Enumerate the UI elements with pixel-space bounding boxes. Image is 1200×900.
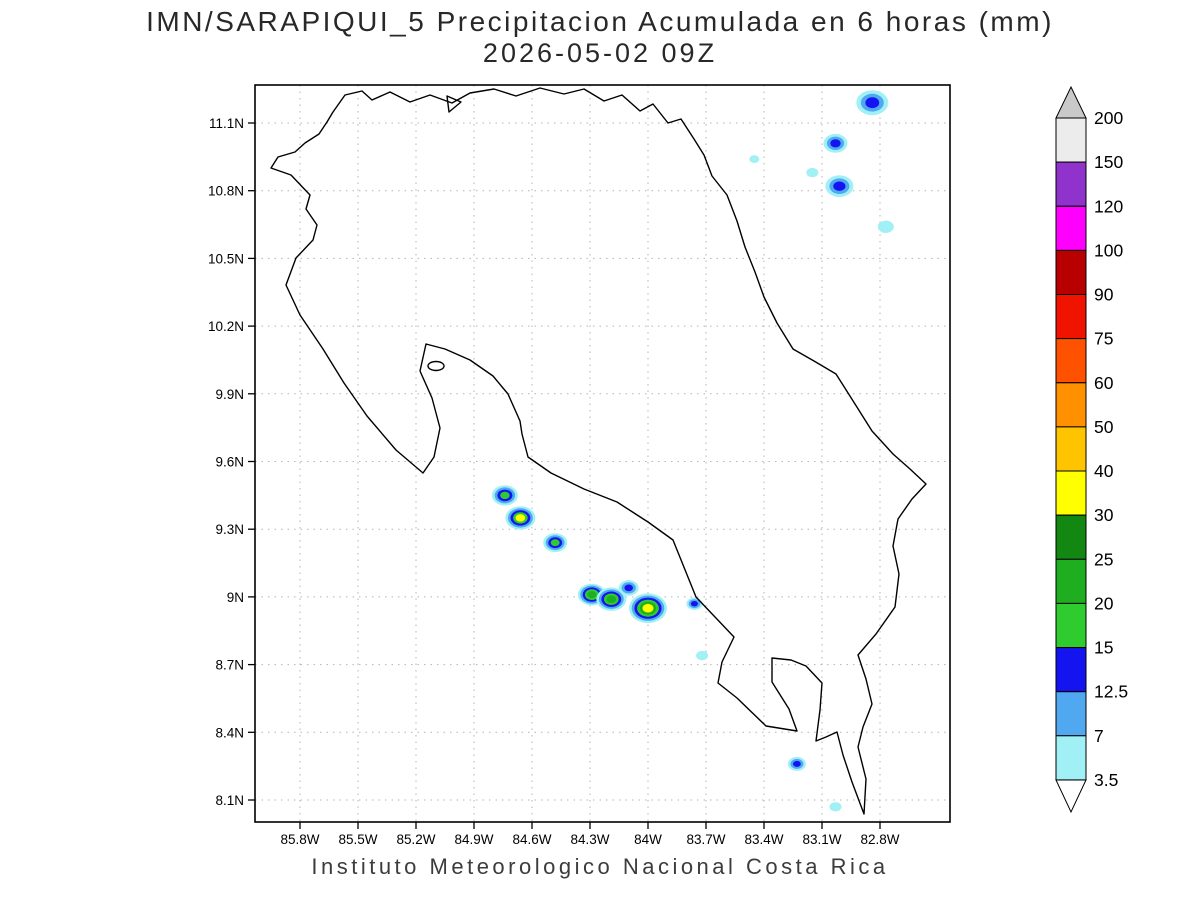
lat-tick-label: 8.4N [215, 725, 244, 740]
precip-cell-ring [500, 491, 510, 500]
colorbar-label: 20 [1094, 593, 1114, 613]
lat-tick-label: 9.9N [215, 387, 244, 402]
precip-cell-ring [550, 539, 560, 547]
colorbar-segment [1055, 691, 1087, 737]
colorbar-label: 150 [1094, 152, 1123, 172]
lat-tick-label: 8.1N [215, 793, 244, 808]
colorbar-segment [1055, 294, 1087, 340]
colorbar-label: 60 [1094, 373, 1114, 393]
precip-cell-ring [877, 220, 894, 233]
title-line-1: IMN/SARAPIQUI_5 Precipitacion Acumulada … [146, 6, 1054, 37]
colorbar-label: 3.5 [1094, 770, 1118, 790]
colorbar-label: 75 [1094, 329, 1113, 349]
colorbar-segment [1055, 117, 1087, 163]
precip-cell-ring [587, 591, 597, 599]
colorbar-segment [1055, 426, 1087, 472]
colorbar-label: 50 [1094, 417, 1114, 437]
colorbar-segment [1055, 558, 1087, 604]
page-title: IMN/SARAPIQUI_5 Precipitacion Acumulada … [0, 6, 1200, 69]
lat-tick-label: 10.2N [208, 319, 244, 334]
precip-cell-ring [696, 650, 709, 661]
precip-cell-ring [642, 603, 654, 613]
lat-tick-label: 11.1N [209, 116, 244, 131]
colorbar-label: 30 [1094, 505, 1114, 525]
source-caption: Instituto Meteorologico Nacional Costa R… [311, 854, 889, 879]
precip-cell-ring [606, 595, 617, 603]
colorbar-segment [1055, 602, 1087, 649]
precip-cell-ring [833, 181, 846, 191]
coastline-group [270, 87, 927, 815]
colorbar-segment [1055, 249, 1087, 295]
costa-rica-coastline [270, 87, 927, 815]
colorbar-legend: 200 150 120 100 90 75 60 50 40 30 25 20 15 12.5 7 3.5 [1055, 85, 1128, 814]
colorbar-label: 90 [1094, 285, 1114, 305]
lon-tick-label: 84.9W [454, 832, 493, 847]
lat-tick-label: 10.5N [208, 251, 244, 266]
lat-tick-label: 10.8N [208, 184, 244, 199]
lon-tick-label: 83.4W [744, 832, 783, 847]
colorbar-segment [1055, 338, 1087, 384]
lon-tick-label: 85.2W [396, 832, 435, 847]
colorbar-label: 40 [1094, 461, 1114, 481]
colorbar-segment [1055, 470, 1087, 516]
lon-tick-label: 85.5W [338, 832, 377, 847]
colorbar-label: 200 [1094, 108, 1123, 128]
colorbar-label: 100 [1094, 240, 1123, 260]
colorbar-label: 12.5 [1094, 682, 1128, 702]
colorbar-segment [1055, 514, 1087, 560]
colorbar-label: 15 [1094, 638, 1113, 658]
chira-island-outline [427, 360, 445, 372]
lat-tick-label: 9.3N [215, 522, 244, 537]
precip-cell-ring [830, 139, 841, 148]
colorbar-segment [1055, 382, 1087, 428]
lon-tick-label: 84.6W [512, 832, 551, 847]
precip-cell-ring [793, 760, 801, 767]
colorbar-segment [1055, 735, 1087, 781]
title-line-2: 2026-05-02 09Z [482, 38, 718, 69]
colorbar-segment [1055, 161, 1087, 207]
colorbar-segment [1055, 647, 1087, 693]
lon-tick-label: 85.8W [280, 832, 319, 847]
lon-tick-label: 83.7W [686, 832, 725, 847]
lon-tick-label: 82.8W [860, 832, 899, 847]
colorbar-segment [1055, 205, 1087, 251]
colorbar-label: 120 [1094, 196, 1123, 216]
colorbar-bottom-cap [1055, 779, 1087, 814]
axis-labels: 85.8W 85.5W 85.2W 84.9W 84.6W 84.3W 84W 83.7W 83… [208, 116, 900, 847]
precip-cell-ring [515, 514, 526, 522]
lon-tick-label: 84W [634, 832, 662, 847]
precip-cell-ring [749, 155, 760, 164]
colorbar-label: 25 [1094, 549, 1113, 569]
lat-tick-label: 8.7N [215, 658, 244, 673]
border-islet-triangle [446, 95, 462, 113]
plot-frame [254, 84, 951, 823]
precip-cell-ring [806, 167, 819, 178]
lon-tick-label: 84.3W [570, 832, 609, 847]
precip-cell-ring [624, 584, 633, 592]
lat-tick-label: 9N [227, 590, 244, 605]
lat-tick-label: 9.6N [215, 455, 244, 470]
colorbar-top-cap [1055, 85, 1087, 119]
precip-cell-ring [690, 601, 698, 607]
precip-shaded-cells [491, 90, 894, 812]
colorbar-label: 7 [1094, 726, 1104, 746]
lon-tick-label: 83.1W [802, 832, 841, 847]
precip-cell-ring [865, 97, 880, 109]
precip-cell-ring [829, 802, 842, 812]
